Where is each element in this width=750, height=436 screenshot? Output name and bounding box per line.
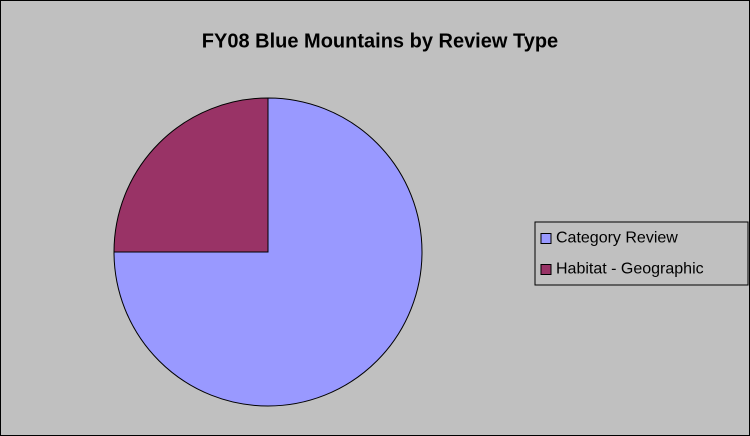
legend-swatch (540, 233, 552, 244)
chart-title: FY08 Blue Mountains by Review Type (202, 30, 558, 52)
pie-slice (113, 97, 269, 253)
legend-label: Habitat - Geographic (556, 261, 704, 278)
pie-slice (113, 97, 423, 407)
legend-swatch (540, 264, 552, 275)
legend-label: Category Review (556, 230, 678, 247)
legend-box (534, 221, 749, 286)
